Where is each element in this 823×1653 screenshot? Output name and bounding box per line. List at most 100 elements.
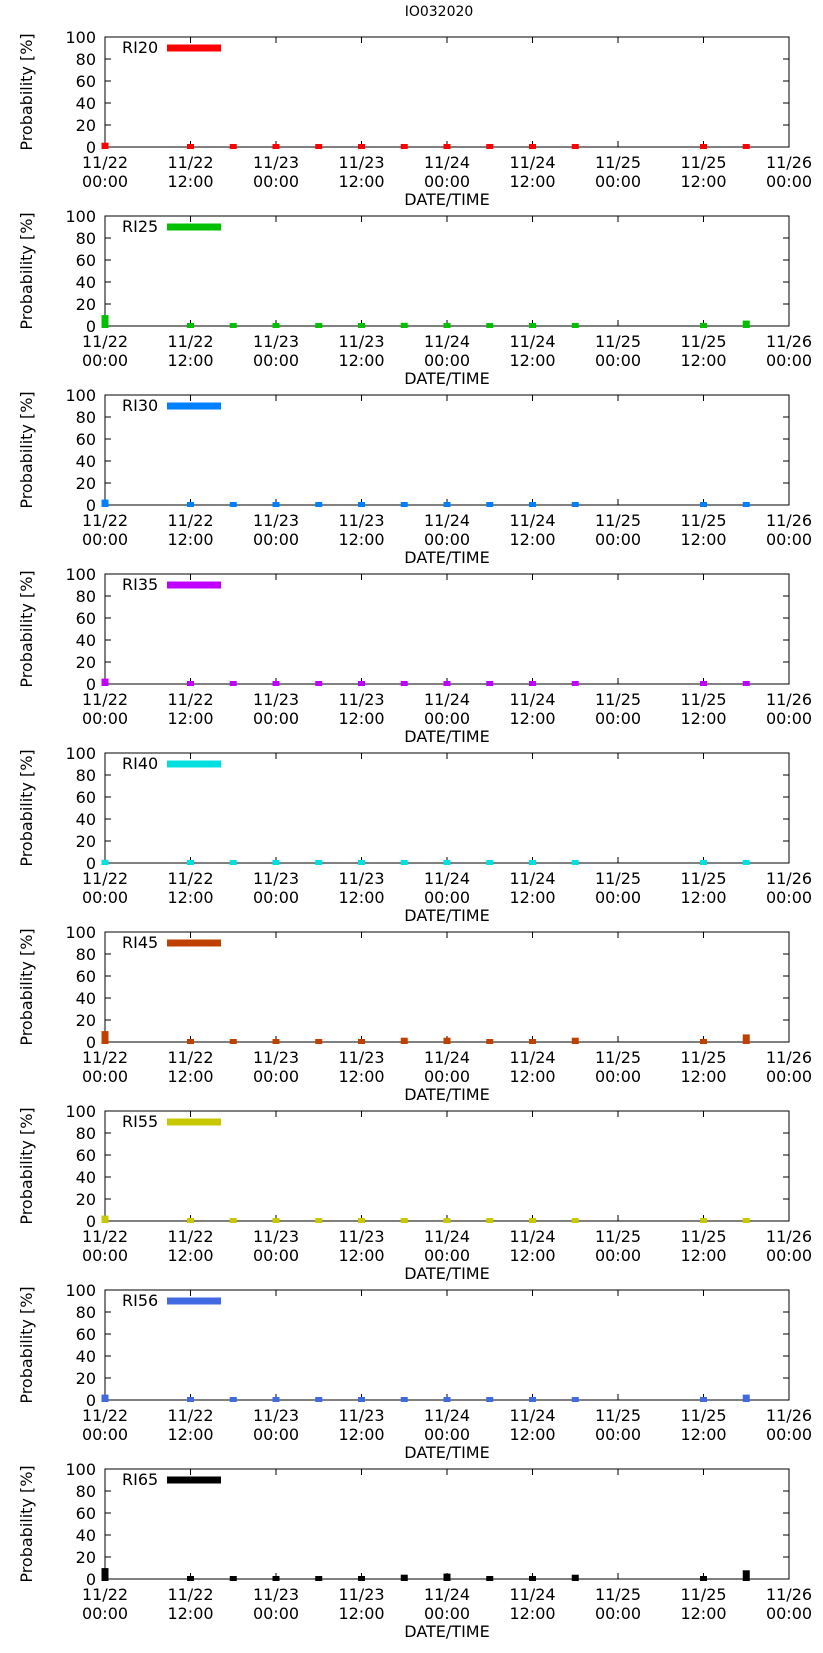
y-tick-label: 20 [76,832,96,851]
bar [742,681,750,686]
x-tick-label-time: 00:00 [253,1604,299,1623]
y-tick-label: 80 [76,766,96,785]
y-tick-label: 40 [76,452,96,471]
x-tick-label-time: 12:00 [167,1425,213,1444]
bar [400,502,408,507]
bar [486,502,494,507]
x-tick-label-date: 11/22 [82,1406,128,1425]
x-tick-label-time: 12:00 [680,888,726,907]
y-tick-label: 40 [76,989,96,1008]
x-tick-label-date: 11/25 [680,1406,726,1425]
y-tick-label: 40 [76,94,96,113]
bar [571,1397,579,1402]
x-tick-label-time: 00:00 [766,1425,812,1444]
bar [571,1574,579,1581]
x-tick-label-date: 11/23 [338,1585,384,1604]
chart-panel-ri65: 02040608010011/2200:0011/2212:0011/2300:… [17,1460,812,1641]
y-tick-label: 60 [76,72,96,91]
y-tick-label: 60 [76,430,96,449]
y-tick-label: 80 [76,587,96,606]
x-tick-label-time: 00:00 [253,1246,299,1265]
bar [571,860,579,865]
x-tick-label-date: 11/25 [680,153,726,172]
bar [187,144,194,149]
bar [315,1218,323,1223]
x-tick-label-time: 12:00 [680,1604,726,1623]
bar [486,1576,494,1581]
y-tick-label: 0 [86,496,96,515]
x-axis-label: DATE/TIME [404,548,489,567]
x-tick-label-time: 12:00 [509,1425,555,1444]
bar [315,1039,323,1044]
x-tick-label-time: 12:00 [338,1067,384,1086]
x-tick-label-date: 11/23 [338,1227,384,1246]
x-tick-label-date: 11/23 [338,511,384,530]
bar [443,1218,451,1223]
x-tick-label-time: 00:00 [424,530,470,549]
bar [315,1576,323,1581]
x-tick-label-date: 11/26 [766,690,812,709]
x-tick-label-time: 00:00 [595,888,641,907]
bar [315,1397,323,1402]
bar [101,1568,109,1581]
x-tick-label-time: 00:00 [766,530,812,549]
y-axis-label: Probability [%] [17,33,36,150]
bar [101,1394,109,1402]
x-tick-label-date: 11/25 [680,1227,726,1246]
bar [529,1218,536,1223]
bar [101,499,109,507]
y-axis-label: Probability [%] [17,1107,36,1224]
bar [486,1218,494,1223]
y-tick-label: 40 [76,1168,96,1187]
x-tick-label-time: 00:00 [766,1067,812,1086]
x-tick-label-time: 12:00 [680,1246,726,1265]
x-tick-label-date: 11/22 [82,1585,128,1604]
bar [358,1397,365,1402]
bar [700,1218,707,1223]
bar [571,323,579,328]
bar [187,681,194,686]
x-tick-label-time: 00:00 [253,1425,299,1444]
x-tick-label-date: 11/24 [424,1048,470,1067]
bar [443,860,451,865]
bar [358,681,365,686]
bar [742,1218,750,1223]
bar [700,1576,707,1581]
x-tick-label-date: 11/25 [680,869,726,888]
x-tick-label-date: 11/23 [253,1227,299,1246]
bar [700,323,707,328]
bar [358,1218,365,1223]
bar [700,860,707,865]
bar [443,1397,451,1402]
bar [358,860,365,865]
bar [358,1576,365,1581]
x-tick-label-date: 11/26 [766,332,812,351]
x-tick-label-time: 12:00 [167,709,213,728]
bar [358,502,365,507]
bar [229,1397,237,1402]
y-tick-label: 100 [65,923,96,942]
y-tick-label: 20 [76,1190,96,1209]
bar [229,144,237,149]
y-tick-label: 100 [65,1460,96,1479]
bar [315,144,323,149]
bar [486,144,494,149]
x-tick-label-date: 11/22 [82,1227,128,1246]
legend-label: RI40 [122,754,158,773]
x-tick-label-date: 11/25 [680,1585,726,1604]
bar [486,1397,494,1402]
bar [272,502,280,507]
bar [400,860,408,865]
x-tick-label-date: 11/22 [167,511,213,530]
x-tick-label-date: 11/24 [424,511,470,530]
bar [443,323,451,328]
chart-panel-ri25: 02040608010011/2200:0011/2212:0011/2300:… [17,207,812,388]
x-tick-label-date: 11/24 [424,1406,470,1425]
x-tick-label-time: 12:00 [680,709,726,728]
x-tick-label-time: 00:00 [766,709,812,728]
x-tick-label-date: 11/25 [595,1227,641,1246]
x-tick-label-time: 00:00 [424,1425,470,1444]
y-tick-label: 20 [76,1011,96,1030]
x-axis-label: DATE/TIME [404,1443,489,1462]
y-tick-label: 80 [76,408,96,427]
